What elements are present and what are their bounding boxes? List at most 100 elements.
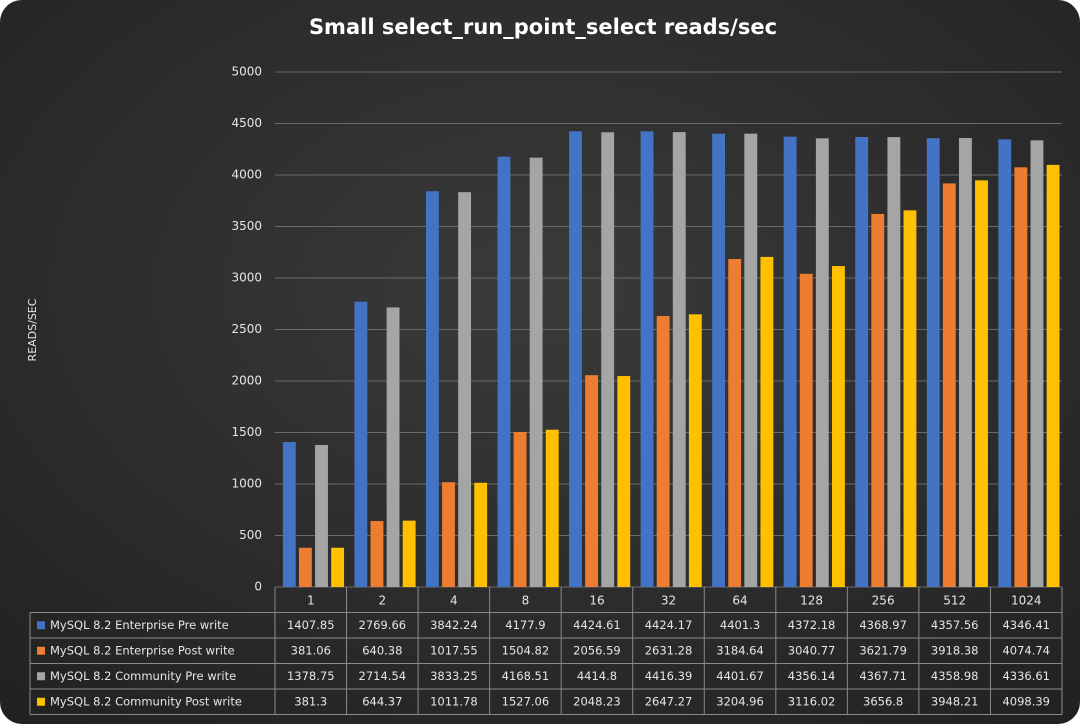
legend-label: MySQL 8.2 Community Post write (50, 694, 242, 708)
bar (640, 131, 654, 587)
bar (601, 132, 615, 587)
table-cell: 3656.8 (863, 694, 903, 708)
bar (458, 192, 472, 588)
table-cell: 4367.71 (859, 669, 907, 683)
table-cell: 4098.39 (1002, 694, 1050, 708)
x-tick-label: 512 (943, 593, 966, 607)
table-cell: 4424.61 (573, 618, 621, 632)
bar (1046, 164, 1060, 587)
bar (760, 256, 774, 587)
table-cell: 381.06 (291, 643, 331, 657)
table-cell: 1378.75 (287, 669, 335, 683)
table-cell: 2647.27 (645, 694, 693, 708)
x-tick-label: 64 (732, 593, 747, 607)
x-tick-label: 4 (450, 593, 458, 607)
bar (998, 139, 1012, 587)
legend-swatch (37, 672, 45, 681)
bar (474, 482, 488, 587)
y-tick-label: 2500 (231, 322, 262, 336)
bar (855, 136, 869, 587)
bar (545, 429, 559, 587)
table-cell: 4424.17 (645, 618, 693, 632)
bar (831, 266, 845, 587)
bar (513, 432, 527, 587)
table-cell: 1527.06 (502, 694, 550, 708)
table-cell: 644.37 (362, 694, 402, 708)
table-cell: 3040.77 (788, 643, 836, 657)
table-cell: 4372.18 (788, 618, 836, 632)
y-axis-label: READS/SEC (26, 298, 39, 361)
table-cell: 4414.8 (577, 669, 617, 683)
table-cell: 1011.78 (430, 694, 478, 708)
y-tick-label: 4500 (231, 116, 262, 130)
y-tick-label: 2000 (231, 374, 262, 388)
bar (529, 157, 543, 587)
table-cell: 3842.24 (430, 618, 478, 632)
y-tick-label: 3500 (231, 219, 262, 233)
bar (887, 137, 901, 588)
bar (315, 444, 328, 587)
table-cell: 4177.9 (505, 618, 545, 632)
bar (497, 156, 511, 587)
bar (331, 547, 345, 587)
x-tick-label: 2 (378, 593, 386, 607)
table-cell: 4356.14 (788, 669, 836, 683)
legend-label: MySQL 8.2 Community Pre write (50, 669, 236, 683)
table-cell: 2631.28 (645, 643, 693, 657)
table-cell: 4346.41 (1002, 618, 1050, 632)
table-cell: 4358.98 (931, 669, 979, 683)
table-cell: 2056.59 (573, 643, 621, 657)
table-cell: 4357.56 (931, 618, 979, 632)
bar (442, 482, 455, 587)
bar (425, 191, 439, 588)
bar (354, 301, 368, 587)
bar (728, 258, 742, 587)
table-cell: 3116.02 (788, 694, 836, 708)
bar (1030, 140, 1044, 587)
table-cell: 3621.79 (859, 643, 907, 657)
y-tick-label: 1000 (231, 477, 262, 491)
bar (298, 547, 312, 587)
y-tick-label: 0 (254, 580, 262, 594)
bar (688, 314, 702, 587)
table-cell: 3918.38 (931, 643, 979, 657)
chart-title: Small select_run_point_select reads/sec (309, 15, 777, 39)
bar (617, 376, 631, 587)
bar (975, 180, 988, 588)
table-cell: 2714.54 (359, 669, 407, 683)
table-cell: 4168.51 (502, 669, 550, 683)
bar (370, 521, 384, 587)
table-cell: 3948.21 (931, 694, 979, 708)
table-cell: 381.3 (294, 694, 327, 708)
bar (569, 131, 582, 587)
table-cell: 4336.61 (1002, 669, 1050, 683)
table-cell: 3204.96 (716, 694, 764, 708)
bar (942, 183, 956, 587)
bar (402, 520, 416, 587)
bar (585, 375, 599, 587)
bar (958, 138, 972, 587)
y-tick-label: 4000 (231, 168, 262, 182)
table-cell: 640.38 (362, 643, 402, 657)
table-cell: 1407.85 (287, 618, 335, 632)
x-tick-label: 128 (800, 593, 823, 607)
table-cell: 4401.67 (716, 669, 764, 683)
bar (656, 315, 670, 587)
bar (282, 441, 296, 587)
y-tick-label: 5000 (231, 65, 262, 79)
bar (386, 307, 400, 587)
table-cell: 4368.97 (859, 618, 907, 632)
x-tick-label: 32 (661, 593, 676, 607)
bar (1014, 167, 1028, 588)
y-tick-label: 500 (239, 528, 262, 542)
x-tick-label: 256 (872, 593, 895, 607)
table-cell: 1017.55 (430, 643, 478, 657)
table-cell: 4074.74 (1002, 643, 1050, 657)
table-cell: 3833.25 (430, 669, 478, 683)
table-cell: 4416.39 (645, 669, 693, 683)
x-tick-label: 8 (522, 593, 530, 607)
table-cell: 3184.64 (716, 643, 764, 657)
table-cell: 1504.82 (502, 643, 550, 657)
table-cell: 4401.3 (720, 618, 760, 632)
